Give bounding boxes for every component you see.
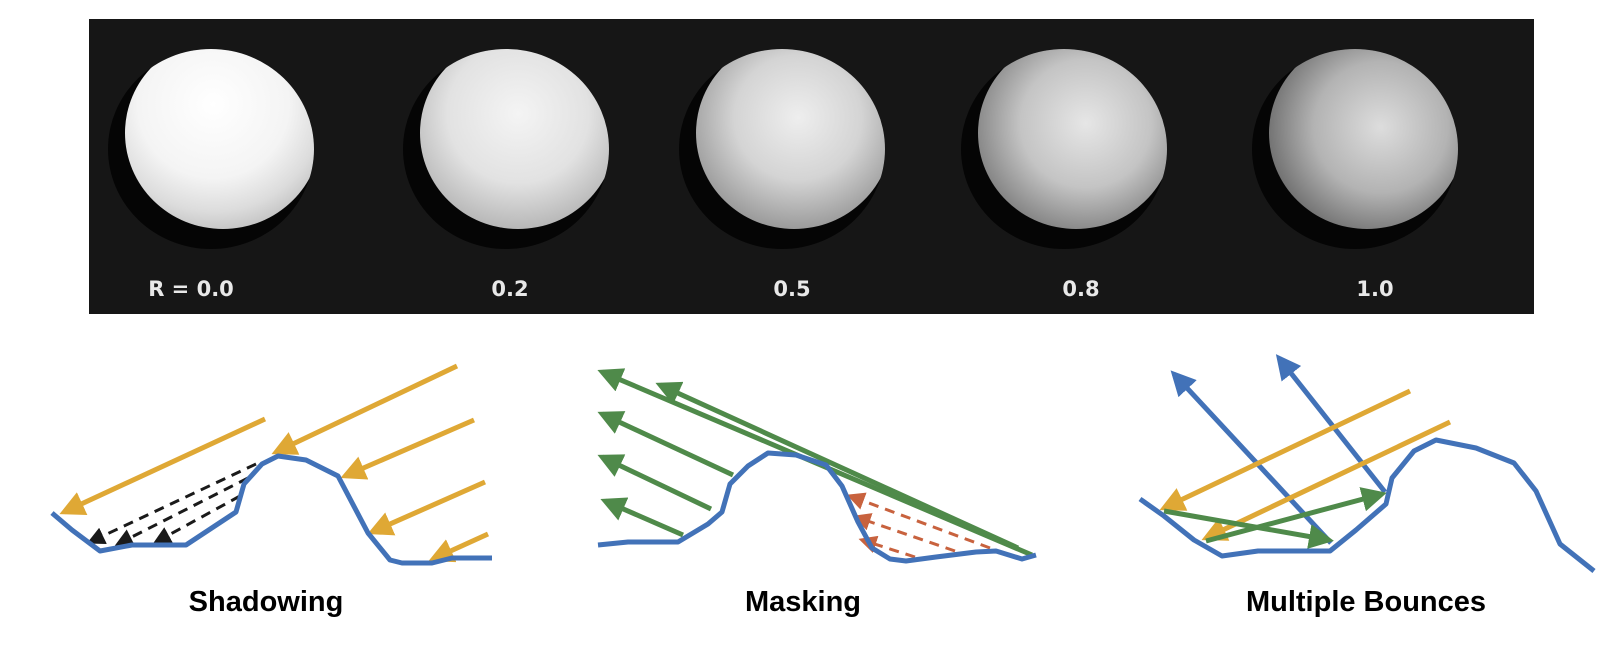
sphere-label-4: 1.0 [1356,277,1394,301]
shadowing-title: Shadowing [188,586,344,618]
sphere-label-0: R = 0.0 [148,277,234,301]
sphere-label-1: 0.2 [491,277,529,301]
incoming-light-rays [59,363,490,563]
shadowing-diagram [50,363,492,566]
incoming-light-rays [1159,388,1452,541]
shadowed-rays [86,462,257,546]
roughness-spheres-panel: R = 0.0 0.2 0.5 0.8 1.0 [89,19,1534,314]
sphere-4 [1252,49,1458,249]
microsurface [597,450,1037,564]
microfacet-diagrams [50,354,1596,573]
sphere-label-2: 0.5 [773,277,811,301]
sphere-2 [679,49,885,249]
microsurface [50,453,492,566]
masking-diagram [597,368,1037,564]
masking-title: Masking [744,586,862,618]
microsurface [1138,437,1596,573]
multiple-bounces-title: Multiple Bounces [1245,586,1487,618]
sphere-0 [108,49,314,249]
masked-rays [846,492,991,559]
spheres-graphic [108,49,1458,249]
bounce-rays [1163,487,1387,549]
sphere-label-3: 0.8 [1062,277,1100,301]
multiple-bounces-diagram [1138,354,1596,573]
sphere-1 [403,49,609,249]
sphere-3 [961,49,1167,249]
